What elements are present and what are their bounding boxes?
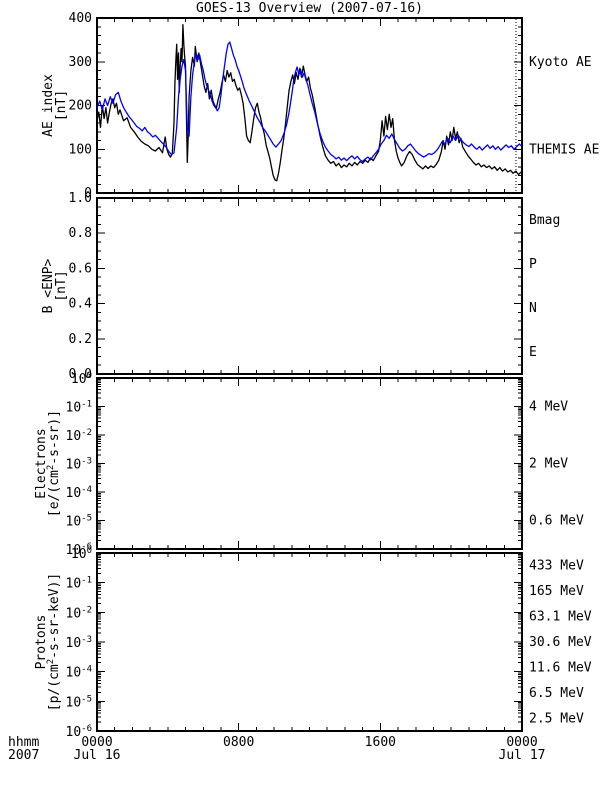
y-tick-label: 0.2: [69, 332, 92, 347]
y-axis-label: AE index: [41, 74, 56, 137]
axis-ticks: [96, 17, 523, 194]
y-tick-label: 200: [69, 99, 92, 114]
y-tick-label: 10-2: [66, 605, 93, 621]
legend-label-4-mev: 4 MeV: [529, 400, 568, 415]
legend-label-themis-ae: THEMIS AE: [529, 142, 599, 157]
page-title: GOES-13 Overview (2007-07-16): [196, 1, 423, 16]
y-tick-label: 10-6: [66, 542, 93, 558]
legend-label-0.6-mev: 0.6 MeV: [529, 514, 584, 529]
y-tick-label: 100: [71, 371, 92, 387]
y-tick-label: 10-5: [66, 694, 93, 710]
legend-label-n: N: [529, 301, 537, 316]
y-tick-label: 400: [69, 11, 92, 26]
y-axis-label: Protons: [34, 615, 49, 670]
y-tick-label: 10-4: [66, 485, 93, 501]
x-tick-time-label: 1600: [365, 735, 396, 750]
legend-label-2.5-mev: 2.5 MeV: [529, 711, 584, 726]
y-axis-label: [p/(cm2-s-sr-keV)]: [46, 573, 62, 711]
y-tick-label: 0: [84, 186, 92, 201]
y-tick-label: 0.6: [69, 261, 92, 276]
y-tick-label: 10-4: [66, 665, 93, 681]
legend-label-e: E: [529, 345, 537, 360]
panel-frame: [96, 552, 523, 732]
legend-label-30.6-mev: 30.6 MeV: [529, 635, 592, 650]
y-tick-label: 10-5: [66, 514, 93, 530]
y-tick-label: 10-6: [66, 724, 93, 740]
x-tick-date-label: Jul 17: [499, 748, 546, 763]
y-tick-label: 0.8: [69, 226, 92, 241]
axis-ticks: [96, 552, 523, 732]
panel-b-enp: 0.0 0.2 0.4 0.6 0.8 1.0 B <ENP>[nT] Bmag P N E: [41, 191, 560, 382]
legend-label-bmag: Bmag: [529, 213, 560, 228]
x-tick-time-label: 0000: [506, 735, 537, 750]
series-kyoto-ae: [96, 23, 522, 182]
panel-electrons: 100 10-1 10-2 10-3 10-4 10-5 10-6 Electrons[e/(…: [34, 371, 584, 558]
y-tick-label: 300: [69, 55, 92, 70]
y-axis-label: [nT]: [54, 90, 69, 121]
axis-ticks: [96, 377, 523, 550]
legend-label-165-mev: 165 MeV: [529, 584, 584, 599]
y-axis-label: B <ENP>: [41, 258, 56, 313]
y-tick-label: 10-2: [66, 428, 93, 444]
x-tick-date-label: Jul 16: [74, 748, 121, 763]
y-axis-label: [nT]: [54, 270, 69, 301]
series-themis-ae: [96, 41, 522, 163]
y-tick-label: 10-1: [66, 576, 93, 592]
legend-label-63.1-mev: 63.1 MeV: [529, 610, 592, 625]
x-axis-year-label: 2007: [8, 748, 40, 763]
panel-frame: [96, 377, 523, 550]
x-axis-format-label: hhmm: [8, 735, 40, 750]
y-tick-label: 10-3: [66, 635, 93, 651]
panel-protons: 100 10-1 10-2 10-3 10-4 10-5 10-6 Protons[p/(cm…: [34, 546, 592, 740]
legend-label-2-mev: 2 MeV: [529, 457, 568, 472]
y-tick-label: 10-3: [66, 457, 93, 473]
panel-frame: [96, 17, 523, 194]
panel-ae-index: 0 100 200 300 400 AE index[nT] Kyoto AE THEMIS …: [41, 11, 599, 201]
y-axis-label: Electrons: [34, 428, 49, 498]
y-tick-label: 100: [71, 546, 92, 562]
x-tick-time-label: 0800: [223, 735, 254, 750]
x-tick-time-label: 0000: [81, 735, 112, 750]
legend-label-11.6-mev: 11.6 MeV: [529, 660, 592, 675]
y-tick-label: 10-1: [66, 400, 93, 416]
legend-label-kyoto-ae: Kyoto AE: [529, 55, 592, 70]
y-axis-label: [e/(cm2-s-sr)]: [46, 410, 62, 517]
legend-label-433-mev: 433 MeV: [529, 559, 584, 574]
y-tick-label: 100: [69, 142, 92, 157]
legend-label-p: P: [529, 257, 537, 272]
legend-label-6.5-mev: 6.5 MeV: [529, 686, 584, 701]
y-tick-label: 0.0: [69, 367, 92, 382]
y-tick-label: 1.0: [69, 191, 92, 206]
axis-ticks: [96, 197, 523, 375]
panel-frame: [96, 197, 523, 375]
y-tick-label: 0.4: [69, 297, 93, 312]
